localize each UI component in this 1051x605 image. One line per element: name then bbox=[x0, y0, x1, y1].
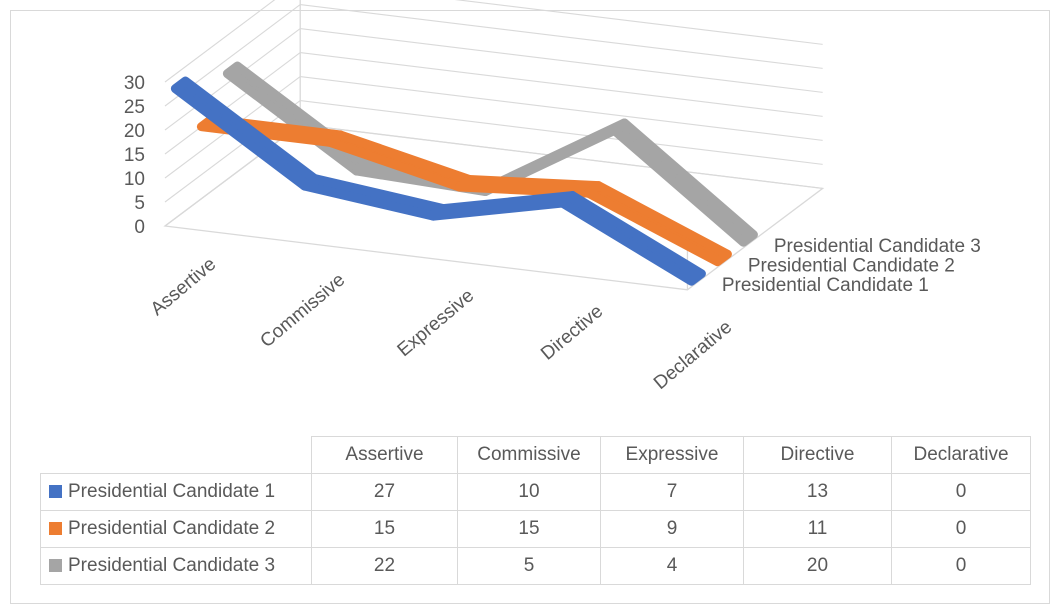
series-1-segment bbox=[557, 191, 706, 286]
table-cell: 4 bbox=[600, 547, 744, 585]
table-cell: 20 bbox=[743, 547, 892, 585]
series-2-segment bbox=[454, 175, 603, 198]
y-tick-label: 30 bbox=[124, 73, 145, 94]
x-tick-label: Commissive bbox=[256, 269, 349, 352]
chart-area bbox=[10, 10, 1050, 604]
table-cell: 5 bbox=[457, 547, 601, 585]
series-axis-label: Presidential Candidate 1 bbox=[722, 275, 929, 296]
chart-plot: 0 5 10 15 20 25 30 Assertive Commissive Expressiv… bbox=[124, 0, 981, 394]
table-header-cell: Declarative bbox=[891, 436, 1031, 474]
gridline bbox=[164, 4, 823, 107]
table-cell: 0 bbox=[891, 510, 1031, 548]
table-cell: 0 bbox=[891, 473, 1031, 511]
table-row-header: Presidential Candidate 2 bbox=[40, 510, 312, 548]
table-row-label: Presidential Candidate 3 bbox=[68, 555, 276, 576]
table-cell: 0 bbox=[891, 547, 1031, 585]
y-tick-label: 20 bbox=[124, 121, 145, 142]
data-table: Assertive Commissive Expressive Directiv… bbox=[40, 436, 1031, 585]
table-row-header: Presidential Candidate 1 bbox=[40, 473, 312, 511]
table-row-header: Presidential Candidate 3 bbox=[40, 547, 312, 585]
table-header-row: Assertive Commissive Expressive Directiv… bbox=[40, 436, 1031, 474]
legend-key-1 bbox=[49, 485, 62, 498]
x-tick-label: Expressive bbox=[394, 285, 479, 361]
table-header-cell: Commissive bbox=[457, 436, 601, 474]
x-tick-label: Directive bbox=[537, 301, 607, 365]
series-axis-label: Presidential Candidate 2 bbox=[748, 255, 955, 276]
table-cell: 22 bbox=[311, 547, 458, 585]
gridline bbox=[164, 76, 823, 179]
table-cell: 7 bbox=[600, 473, 744, 511]
table-cell: 15 bbox=[457, 510, 601, 548]
x-tick-label: Declarative bbox=[650, 317, 736, 394]
table-cell: 11 bbox=[743, 510, 892, 548]
series-3-segment bbox=[609, 118, 758, 247]
table-header-cell: Expressive bbox=[600, 436, 744, 474]
y-tick-label: 10 bbox=[124, 169, 145, 190]
table-header-cell: Directive bbox=[743, 436, 892, 474]
x-tick-label: Assertive bbox=[147, 254, 220, 320]
series-2-segment bbox=[583, 181, 732, 267]
table-cell: 10 bbox=[457, 473, 601, 511]
y-tick-label: 25 bbox=[124, 97, 145, 118]
y-tick-label: 5 bbox=[134, 193, 145, 214]
legend-key-2 bbox=[49, 522, 62, 535]
gridline bbox=[164, 28, 823, 131]
table-cell: 27 bbox=[311, 473, 458, 511]
table-cell: 9 bbox=[600, 510, 744, 548]
series-axis-label: Presidential Candidate 3 bbox=[774, 236, 981, 257]
table-row: Presidential Candidate 2 15 15 9 11 0 bbox=[40, 510, 1031, 548]
series-1-segment bbox=[428, 191, 577, 221]
y-tick-label: 0 bbox=[134, 217, 145, 238]
table-row: Presidential Candidate 1 27 10 7 13 0 bbox=[40, 473, 1031, 511]
legend-key-3 bbox=[49, 559, 62, 572]
table-row-label: Presidential Candidate 2 bbox=[68, 518, 276, 539]
table-corner-cell bbox=[40, 436, 312, 474]
table-row-label: Presidential Candidate 1 bbox=[68, 481, 276, 502]
y-tick-label: 15 bbox=[124, 145, 145, 166]
table-row: Presidential Candidate 3 22 5 4 20 0 bbox=[40, 547, 1031, 585]
table-cell: 13 bbox=[743, 473, 892, 511]
table-header-cell: Assertive bbox=[311, 436, 458, 474]
gridline bbox=[164, 0, 823, 83]
table-cell: 15 bbox=[311, 510, 458, 548]
